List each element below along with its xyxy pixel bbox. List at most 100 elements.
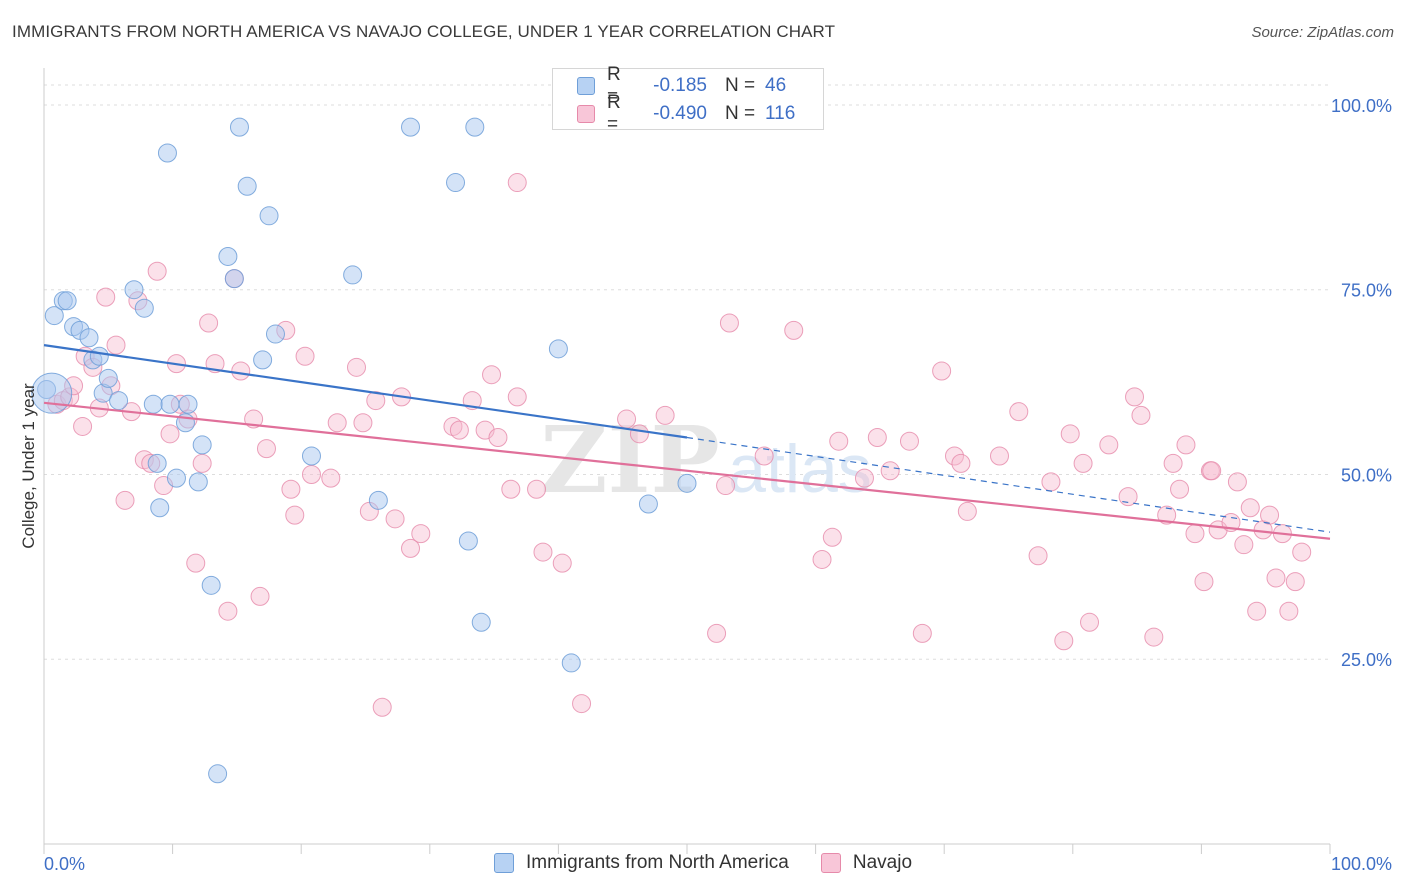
legend-item-immigrants[interactable]: Immigrants from North America: [493, 852, 789, 874]
immigrants-point: [253, 350, 273, 370]
navajo-point: [1202, 461, 1222, 481]
immigrants-point: [458, 531, 478, 551]
navajo-point: [1266, 568, 1286, 588]
immigrants-point: [143, 394, 163, 414]
legend-r-value: -0.185: [653, 75, 707, 96]
navajo-point: [115, 490, 135, 510]
navajo-point: [1194, 572, 1214, 592]
navajo-point: [507, 173, 527, 193]
chart-title: IMMIGRANTS FROM NORTH AMERICA VS NAVAJO …: [12, 22, 836, 41]
navajo-point: [231, 361, 251, 381]
navajo-point: [1163, 453, 1183, 473]
watermark-zip: ZIP: [540, 406, 719, 514]
y-tick-label: 50.0%: [1341, 465, 1392, 485]
immigrants-point: [89, 346, 109, 366]
immigrants-trend-line: [43, 344, 688, 439]
immigrants-point: [677, 473, 697, 493]
navajo-point: [1009, 402, 1029, 422]
immigrants-point: [237, 176, 257, 196]
immigrants-point: [446, 173, 466, 193]
immigrants-point: [471, 612, 491, 632]
immigrants-point: [208, 764, 228, 784]
navajo-point: [572, 694, 592, 714]
immigrants-point: [188, 472, 208, 492]
navajo-point: [281, 479, 301, 499]
immigrants-point: [265, 324, 285, 344]
immigrants-point: [160, 394, 180, 414]
navajo-point: [1157, 505, 1177, 525]
navajo-point: [1054, 631, 1074, 651]
navajo-point: [482, 365, 502, 385]
navajo-point: [957, 501, 977, 521]
navajo-point: [1041, 472, 1061, 492]
immigrants-point: [465, 117, 485, 137]
immigrants-point: [44, 306, 64, 326]
navajo-point: [754, 446, 774, 466]
navajo-point: [385, 509, 405, 529]
navajo-point: [1260, 505, 1280, 525]
navajo-point: [716, 476, 736, 496]
legend-row-immigrants: R = -0.185 N = 46: [553, 64, 787, 107]
navajo-point: [1118, 487, 1138, 507]
axis-labels: 25.0% 50.0% 75.0% 100.0% 0.0% 100.0% College, …: [19, 96, 1392, 874]
immigrants-point: [57, 291, 77, 311]
legend-n-value: 116: [765, 103, 796, 124]
navajo-point: [829, 431, 849, 451]
legend-item-navajo[interactable]: Navajo: [820, 852, 913, 874]
legend-swatch-navajo: [577, 105, 595, 123]
navajo-point: [1292, 542, 1312, 562]
navajo-point: [629, 424, 649, 444]
navajo-point: [719, 313, 739, 333]
navajo-point: [1227, 472, 1247, 492]
legend-n-value: 46: [765, 75, 787, 96]
immigrants-point: [201, 575, 221, 595]
navajo-point: [401, 538, 421, 558]
legend-label-navajo: Navajo: [852, 852, 913, 873]
y-tick-label: 100.0%: [1331, 96, 1392, 116]
navajo-point: [218, 601, 238, 621]
y-axis-title: College, Under 1 year: [19, 383, 38, 549]
navajo-point: [951, 453, 971, 473]
navajo-point: [899, 431, 919, 451]
immigrants-point: [79, 328, 99, 348]
immigrants-point: [98, 368, 118, 388]
navajo-point: [1060, 424, 1080, 444]
immigrants-point: [147, 453, 167, 473]
navajo-point: [301, 464, 321, 484]
navajo-point: [507, 387, 527, 407]
navajo-point: [1279, 601, 1299, 621]
navajo-point: [527, 479, 547, 499]
series-legend: Immigrants from North America Navajo: [0, 852, 1406, 874]
navajo-point: [147, 261, 167, 281]
immigrants-point: [31, 372, 73, 414]
navajo-point: [353, 413, 373, 433]
navajo-point: [250, 586, 270, 606]
legend-r-label: R =: [607, 92, 621, 135]
immigrants-point: [368, 490, 388, 510]
immigrants-point: [109, 391, 129, 411]
navajo-point: [501, 479, 521, 499]
axes: [43, 68, 1331, 854]
legend-swatch-immigrants: [493, 853, 514, 873]
immigrants-point: [548, 339, 568, 359]
navajo-point: [1131, 405, 1151, 425]
navajo-point: [854, 468, 874, 488]
legend-label-immigrants: Immigrants from North America: [525, 852, 789, 873]
immigrants-point: [150, 498, 170, 518]
navajo-point: [944, 446, 964, 466]
navajo-point: [106, 335, 126, 355]
navajo-point: [192, 453, 212, 473]
navajo-point: [533, 542, 553, 562]
x-tick-label: 100.0%: [1331, 854, 1392, 874]
navajo-point: [880, 461, 900, 481]
immigrants-point: [259, 206, 279, 226]
navajo-trend-line: [43, 401, 1331, 540]
navajo-point: [1285, 572, 1305, 592]
navajo-point: [321, 468, 341, 488]
immigrants-point: [401, 117, 421, 137]
legend-r-label: R =: [607, 64, 621, 107]
source-label: Source: ZipAtlas.com: [1251, 24, 1394, 41]
navajo-point: [1247, 601, 1267, 621]
y-tick-label: 25.0%: [1341, 650, 1392, 670]
